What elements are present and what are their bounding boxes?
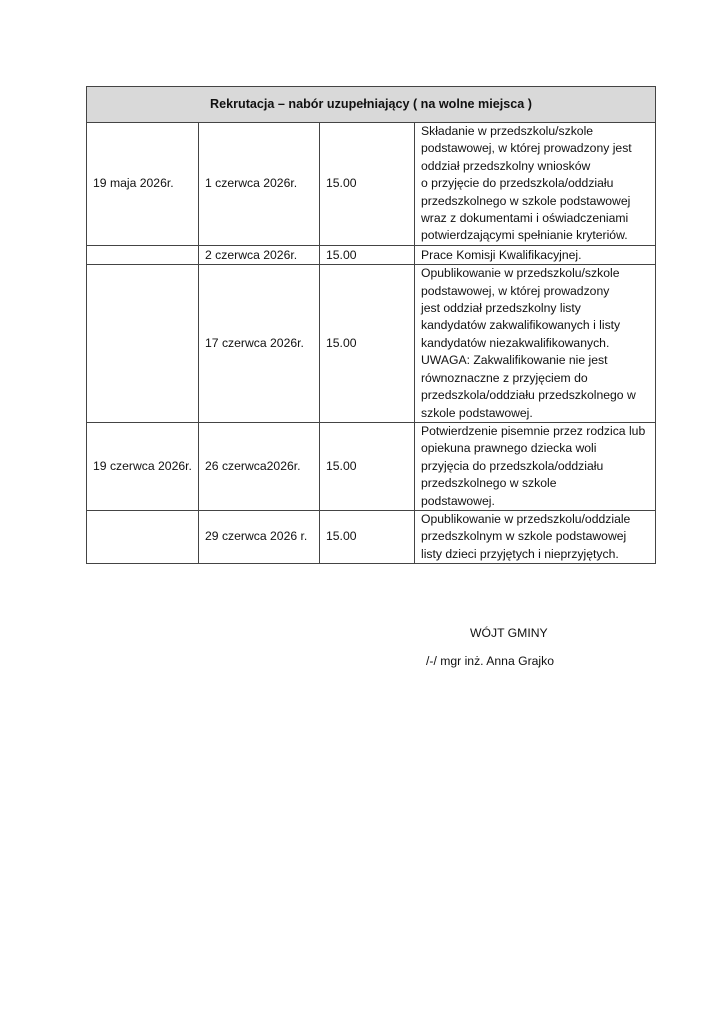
signature-name: /-/ mgr inż. Anna Grajko — [426, 654, 555, 668]
table-row: 2 czerwca 2026r. 15.00 Prace Komisji Kwa… — [86, 244, 656, 266]
time: 15.00 — [319, 244, 415, 266]
time: 15.00 — [319, 509, 415, 565]
description: Opublikowanie w przedszkolu/szkole podst… — [414, 264, 656, 423]
description: Potwierdzenie pisemnie przez rodzica lub… — [414, 421, 656, 511]
table-header-row: Rekrutacja – nabór uzupełniający ( na wo… — [86, 86, 656, 123]
signature-title: WÓJT GMINY — [470, 626, 548, 640]
table-title: Rekrutacja – nabór uzupełniający ( na wo… — [86, 86, 656, 123]
description: Składanie w przedszkolu/szkole podstawow… — [414, 122, 656, 246]
end-date: 1 czerwca 2026r. — [198, 122, 320, 246]
table-row: 19 maja 2026r. 1 czerwca 2026r. 15.00 Sk… — [86, 122, 656, 246]
start-date — [86, 264, 199, 423]
time: 15.00 — [319, 264, 415, 423]
end-date: 29 czerwca 2026 r. — [198, 509, 320, 565]
start-date — [86, 509, 199, 565]
table-row: 29 czerwca 2026 r. 15.00 Opublikowanie w… — [86, 509, 656, 565]
end-date: 26 czerwca2026r. — [198, 421, 320, 511]
start-date — [86, 244, 199, 266]
description: Opublikowanie w przedszkolu/oddziale prz… — [414, 509, 656, 565]
time: 15.00 — [319, 421, 415, 511]
start-date: 19 maja 2026r. — [86, 122, 199, 246]
description: Prace Komisji Kwalifikacyjnej. — [414, 244, 656, 266]
start-date: 19 czerwca 2026r. — [86, 421, 199, 511]
end-date: 17 czerwca 2026r. — [198, 264, 320, 423]
table-row: 17 czerwca 2026r. 15.00 Opublikowanie w … — [86, 264, 656, 423]
table-row: 19 czerwca 2026r. 26 czerwca2026r. 15.00… — [86, 421, 656, 511]
time: 15.00 — [319, 122, 415, 246]
end-date: 2 czerwca 2026r. — [198, 244, 320, 266]
recruitment-schedule-table: Rekrutacja – nabór uzupełniający ( na wo… — [86, 86, 656, 565]
